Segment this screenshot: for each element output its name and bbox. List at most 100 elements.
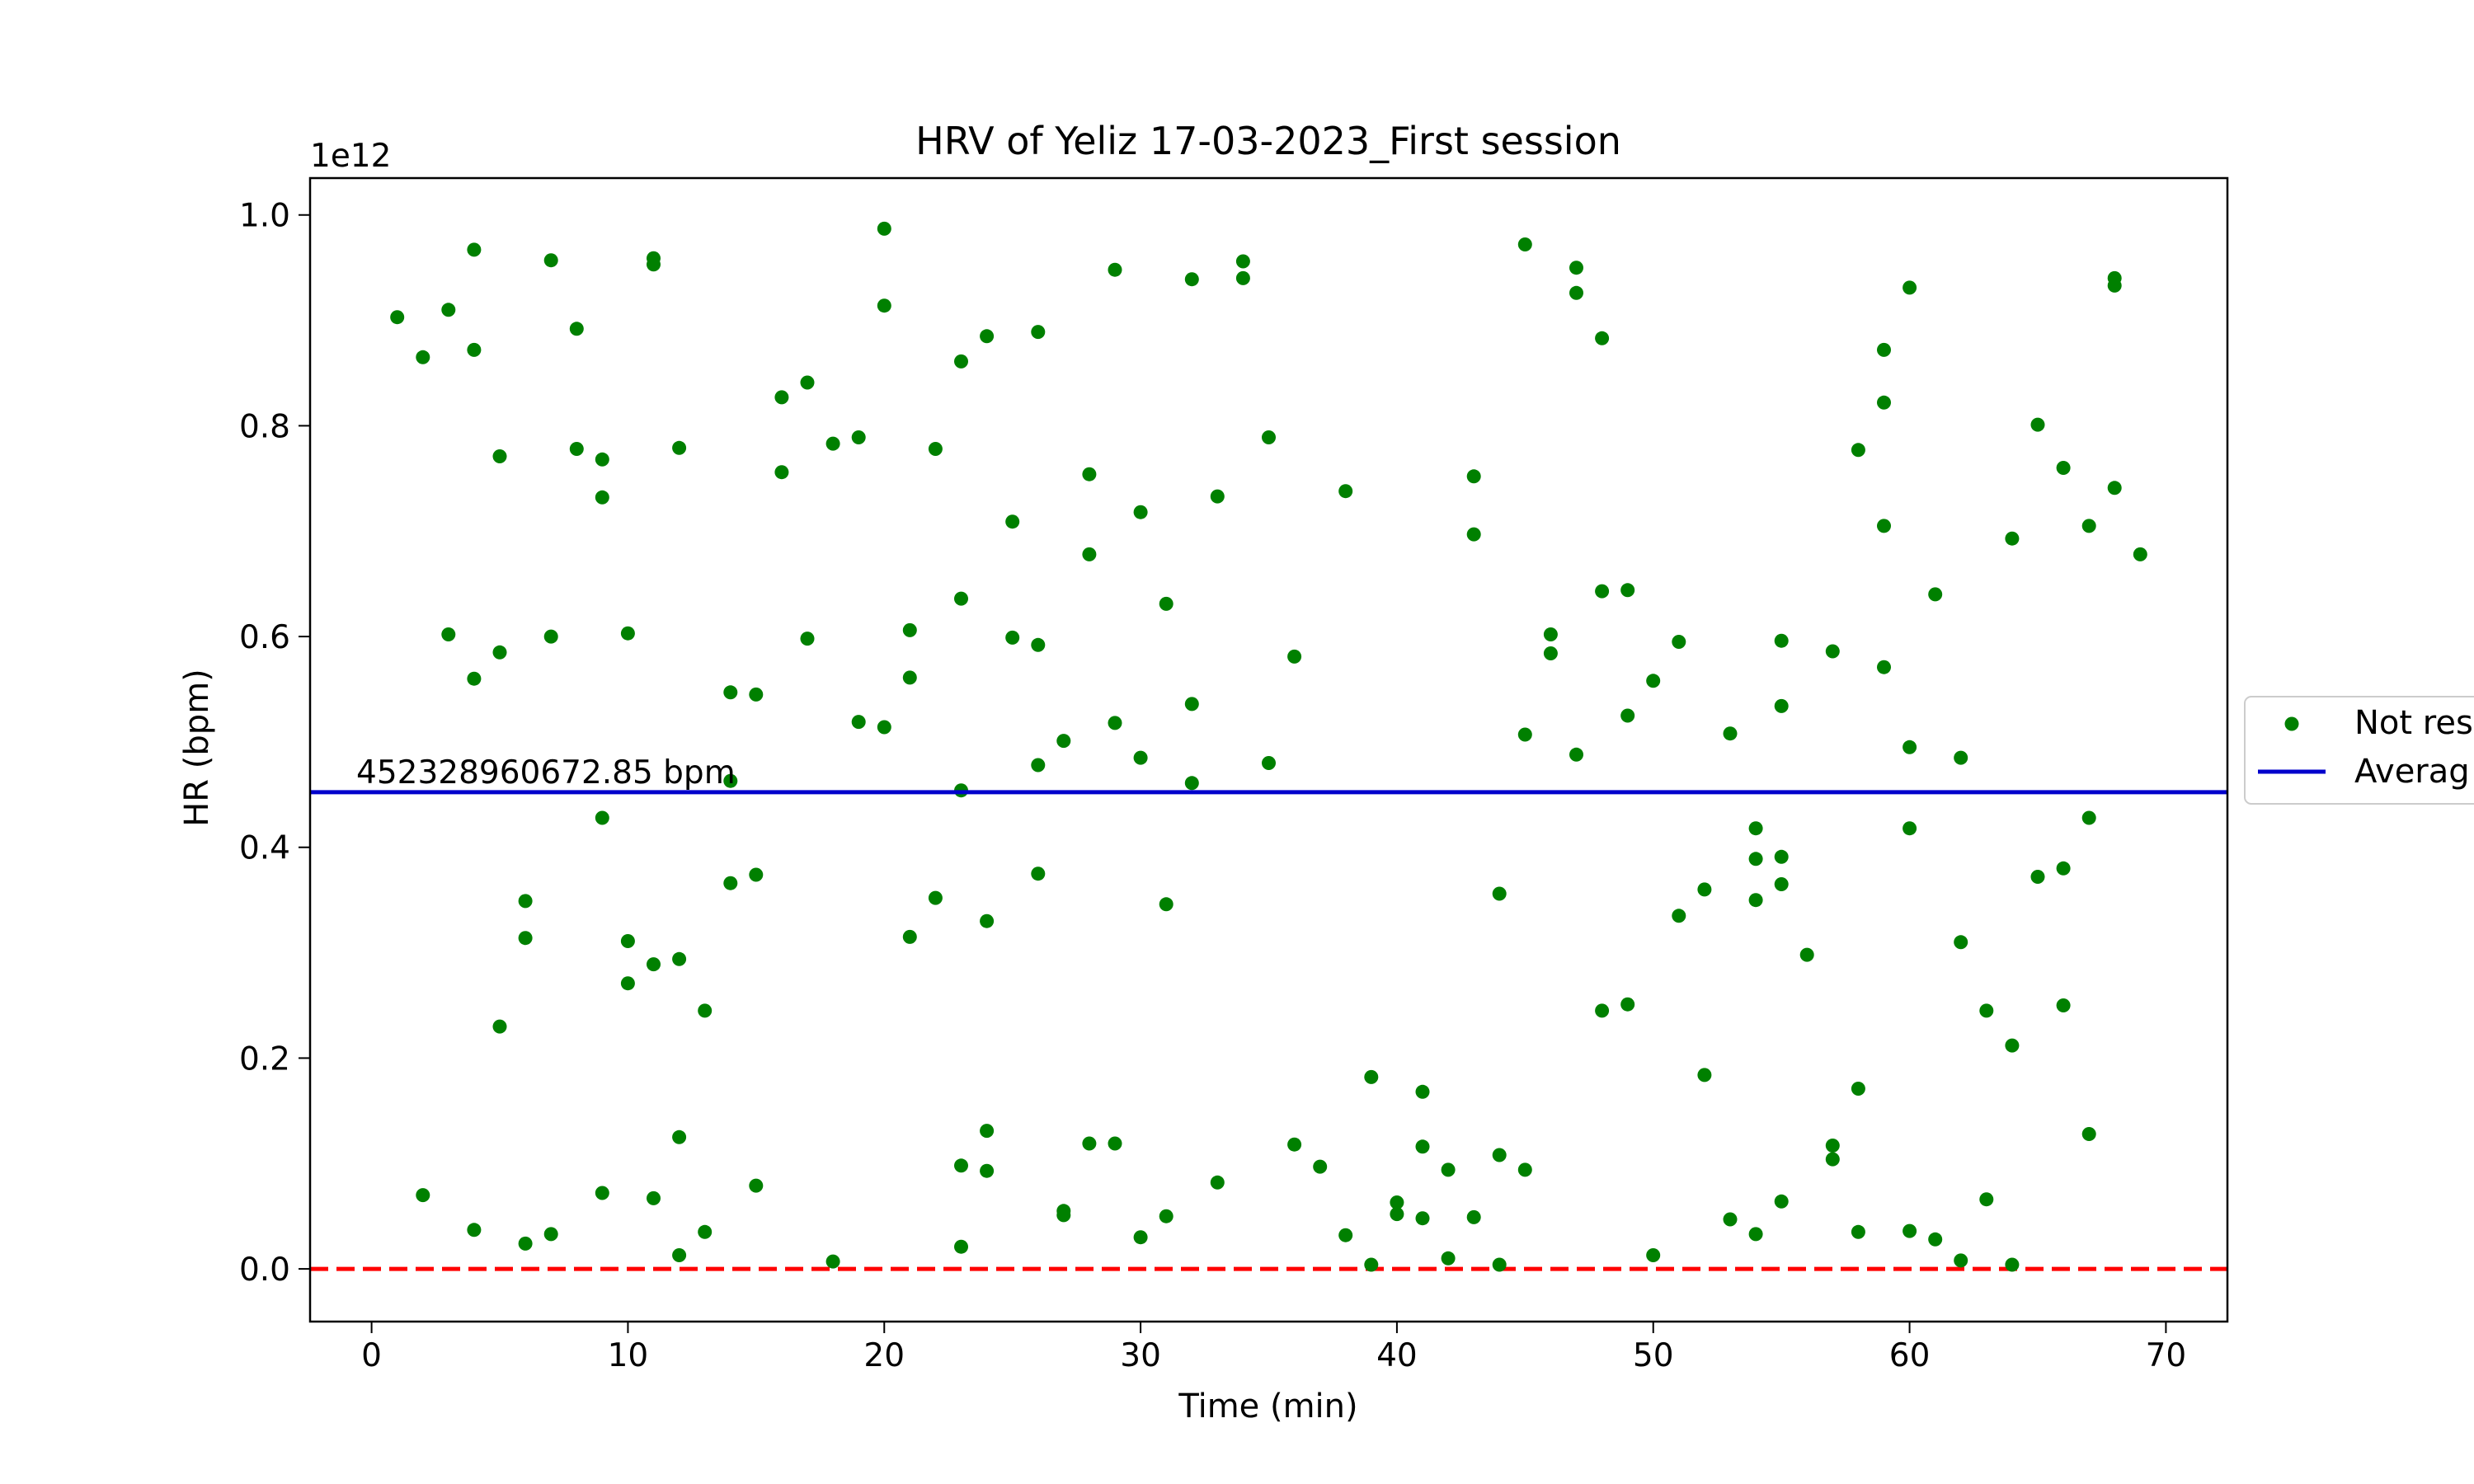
data-point: [749, 687, 764, 702]
data-point: [672, 951, 687, 966]
data-point: [1390, 1195, 1404, 1209]
data-point: [980, 329, 995, 344]
data-point: [2081, 810, 2096, 825]
data-point: [1569, 747, 1583, 762]
data-point: [1748, 893, 1763, 908]
data-point: [1415, 1139, 1430, 1154]
data-point: [1338, 484, 1353, 499]
data-point: [954, 354, 968, 369]
data-point: [749, 1178, 764, 1193]
data-point: [1005, 514, 1020, 529]
data-point: [416, 350, 430, 364]
data-point: [2056, 461, 2071, 475]
data-point: [467, 671, 482, 686]
data-point: [1646, 1248, 1661, 1262]
data-point: [390, 310, 405, 325]
data-point: [647, 1190, 661, 1205]
x-tick-label: 50: [1633, 1337, 1674, 1374]
data-point: [543, 1227, 558, 1242]
data-point: [877, 221, 891, 236]
data-point: [1672, 635, 1686, 649]
data-point: [698, 1003, 713, 1018]
x-tick-label: 40: [1376, 1337, 1418, 1374]
data-point: [2107, 278, 2122, 293]
data-point: [467, 342, 482, 357]
data-point: [1799, 947, 1814, 962]
data-point: [1184, 776, 1199, 791]
legend-label-average: Averag: [2354, 753, 2470, 791]
axes-frame: [308, 176, 2229, 1323]
data-point: [441, 627, 456, 641]
data-point: [1595, 331, 1610, 345]
data-point: [1082, 547, 1097, 561]
data-point: [1954, 750, 1968, 765]
data-point: [1108, 262, 1122, 277]
data-point: [620, 934, 635, 948]
data-point: [1390, 1207, 1404, 1222]
data-point: [1774, 633, 1789, 648]
data-point: [1262, 756, 1276, 770]
data-point: [1133, 750, 1148, 765]
data-point: [928, 890, 943, 905]
data-point: [1415, 1084, 1430, 1099]
data-point: [1979, 1192, 1994, 1207]
data-point: [902, 929, 917, 944]
data-point: [1441, 1162, 1456, 1177]
data-point: [1646, 674, 1661, 688]
data-point: [1492, 1257, 1507, 1272]
data-point: [595, 810, 609, 825]
data-point: [1031, 325, 1046, 340]
data-point: [1877, 342, 1891, 357]
data-point: [2081, 1127, 2096, 1141]
legend-box: [2244, 696, 2474, 805]
data-point: [1851, 1082, 1865, 1096]
data-point: [1903, 740, 1917, 754]
data-point: [1672, 909, 1686, 923]
data-point: [1210, 1175, 1225, 1190]
data-point: [1748, 821, 1763, 836]
x-axis-label: Time (min): [1178, 1388, 1357, 1425]
data-point: [2030, 417, 2045, 432]
data-point: [1774, 1194, 1789, 1209]
data-point: [1159, 596, 1174, 611]
data-point: [1825, 644, 1840, 659]
data-point: [1620, 997, 1635, 1012]
data-point: [595, 1186, 609, 1200]
data-point: [569, 442, 584, 456]
data-point: [1082, 467, 1097, 481]
data-point: [1928, 1232, 1943, 1247]
data-point: [1825, 1152, 1840, 1167]
data-point: [1235, 254, 1250, 269]
data-point: [2107, 481, 2122, 495]
data-point: [774, 465, 789, 480]
x-tick-label: 20: [863, 1337, 905, 1374]
data-point: [1159, 1209, 1174, 1223]
data-point: [1287, 1137, 1302, 1152]
data-point: [1031, 758, 1046, 773]
y-tick-label: 0.0: [239, 1252, 290, 1289]
data-point: [723, 685, 738, 700]
data-point: [595, 452, 609, 467]
data-point: [1903, 821, 1917, 836]
data-point: [902, 670, 917, 685]
data-point: [980, 913, 995, 928]
data-point: [1954, 935, 1968, 950]
data-point: [2005, 531, 2020, 546]
data-point: [2030, 870, 2045, 884]
data-point: [1774, 849, 1789, 864]
data-point: [467, 1223, 482, 1237]
y-tick-label: 1.0: [239, 198, 290, 235]
data-point: [416, 1188, 430, 1203]
data-point: [1415, 1211, 1430, 1226]
data-point: [877, 720, 891, 735]
data-point: [800, 632, 815, 646]
data-point: [1543, 627, 1558, 641]
data-point: [620, 626, 635, 641]
data-point: [723, 876, 738, 890]
data-point: [620, 976, 635, 991]
data-point: [928, 442, 943, 456]
data-point: [518, 1236, 533, 1251]
chart-title: HRV of Yeliz 17-03-2023_First session: [915, 119, 1621, 163]
data-point: [2056, 861, 2071, 876]
